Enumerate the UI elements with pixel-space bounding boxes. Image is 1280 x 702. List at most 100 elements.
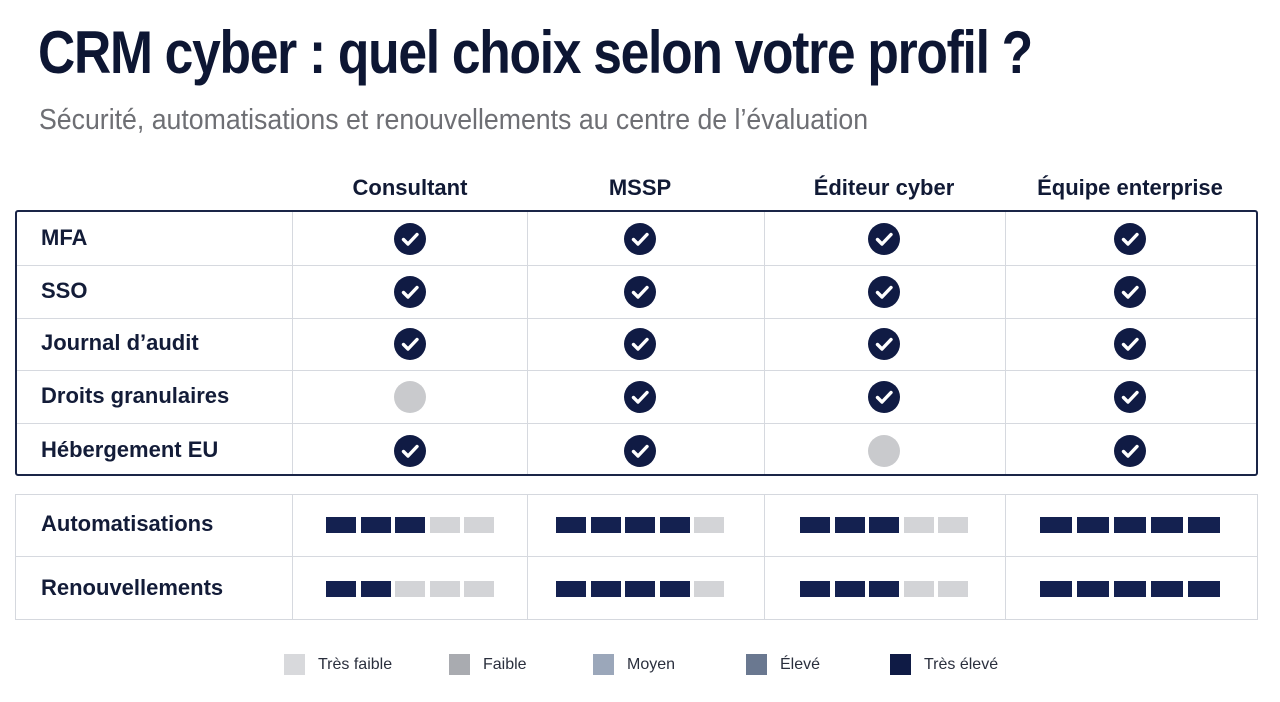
check-icon — [1114, 276, 1146, 308]
check-icon — [868, 381, 900, 413]
rating-segment-filled — [800, 517, 830, 533]
rating-segment-filled — [591, 517, 621, 533]
checkmark-glyph — [631, 390, 649, 404]
checkmark-glyph — [1121, 285, 1139, 299]
rating-segment-empty — [430, 517, 460, 533]
checkmark-glyph — [401, 337, 419, 351]
checkmark-glyph — [401, 232, 419, 246]
checkmark-glyph — [875, 390, 893, 404]
legend-swatch — [593, 654, 614, 675]
rating-segment-filled — [660, 581, 690, 597]
column-header: MSSP — [608, 175, 672, 200]
rating-segment-empty — [694, 581, 724, 597]
check-icon — [1114, 328, 1146, 360]
column-divider — [1005, 212, 1006, 474]
row-divider — [17, 265, 1256, 266]
rating-segment-filled — [556, 581, 586, 597]
feature-label: Droits granulaires — [41, 383, 230, 408]
absent-dot-icon — [394, 381, 426, 413]
rating-segment-filled — [1077, 517, 1109, 533]
rating-segment-filled — [1151, 517, 1183, 533]
column-header: Équipe enterprise — [1037, 175, 1223, 200]
rating-segment-empty — [938, 517, 968, 533]
check-icon — [868, 223, 900, 255]
row-divider — [17, 370, 1256, 371]
legend-label: Très faible — [318, 656, 393, 673]
column-divider — [1005, 495, 1006, 619]
check-icon — [624, 381, 656, 413]
check-icon — [394, 276, 426, 308]
check-icon — [1114, 381, 1146, 413]
rating-segment-filled — [326, 581, 356, 597]
rating-segment-filled — [1114, 517, 1146, 533]
rating-segment-filled — [660, 517, 690, 533]
rating-segment-filled — [395, 517, 425, 533]
column-header: Éditeur cyber — [813, 175, 955, 200]
checkmark-glyph — [1121, 232, 1139, 246]
rating-segment-filled — [556, 517, 586, 533]
row-divider — [16, 556, 1257, 557]
feature-grid — [15, 210, 1258, 476]
rating-segment-filled — [361, 517, 391, 533]
page-subtitle: Sécurité, automatisations et renouvellem… — [39, 104, 869, 136]
checkmark-glyph — [631, 337, 649, 351]
row-divider — [17, 318, 1256, 319]
rating-label: Renouvellements — [41, 575, 224, 600]
rating-segment-filled — [869, 517, 899, 533]
rating-segment-filled — [1040, 517, 1072, 533]
rating-segment-empty — [938, 581, 968, 597]
legend-label: Moyen — [627, 656, 676, 673]
rating-segment-filled — [625, 517, 655, 533]
rating-segment-filled — [800, 581, 830, 597]
check-icon — [394, 328, 426, 360]
check-icon — [394, 223, 426, 255]
feature-label: Hébergement EU — [41, 437, 219, 462]
legend-swatch — [284, 654, 305, 675]
checkmark-glyph — [875, 337, 893, 351]
check-icon — [624, 276, 656, 308]
check-icon — [624, 435, 656, 467]
feature-label: SSO — [41, 278, 88, 303]
column-header: Consultant — [352, 175, 468, 200]
rating-segment-filled — [1077, 581, 1109, 597]
check-icon — [394, 435, 426, 467]
checkmark-glyph — [631, 444, 649, 458]
rating-segment-empty — [464, 581, 494, 597]
check-icon — [868, 328, 900, 360]
checkmark-glyph — [631, 285, 649, 299]
check-icon — [1114, 435, 1146, 467]
check-icon — [624, 223, 656, 255]
rating-segment-filled — [1151, 581, 1183, 597]
rating-segment-empty — [395, 581, 425, 597]
feature-label: MFA — [41, 225, 88, 250]
rating-segment-filled — [869, 581, 899, 597]
rating-segment-empty — [694, 517, 724, 533]
checkmark-glyph — [1121, 337, 1139, 351]
column-divider — [527, 495, 528, 619]
rating-segment-empty — [904, 581, 934, 597]
rating-segment-empty — [464, 517, 494, 533]
column-divider — [292, 212, 293, 474]
rating-segment-filled — [1188, 517, 1220, 533]
rating-grid — [15, 494, 1258, 620]
rating-segment-filled — [361, 581, 391, 597]
checkmark-glyph — [1121, 444, 1139, 458]
rating-segment-filled — [835, 517, 865, 533]
column-divider — [764, 495, 765, 619]
page-title: CRM cyber : quel choix selon votre profi… — [38, 19, 1033, 86]
rating-segment-filled — [591, 581, 621, 597]
checkmark-glyph — [631, 232, 649, 246]
checkmark-glyph — [1121, 390, 1139, 404]
column-divider — [527, 212, 528, 474]
legend-swatch — [449, 654, 470, 675]
check-icon — [1114, 223, 1146, 255]
rating-segment-filled — [1040, 581, 1072, 597]
check-icon — [624, 328, 656, 360]
column-divider — [764, 212, 765, 474]
rating-segment-filled — [326, 517, 356, 533]
rating-segment-filled — [625, 581, 655, 597]
rating-segment-empty — [430, 581, 460, 597]
checkmark-glyph — [875, 232, 893, 246]
column-divider — [292, 495, 293, 619]
row-divider — [17, 423, 1256, 424]
